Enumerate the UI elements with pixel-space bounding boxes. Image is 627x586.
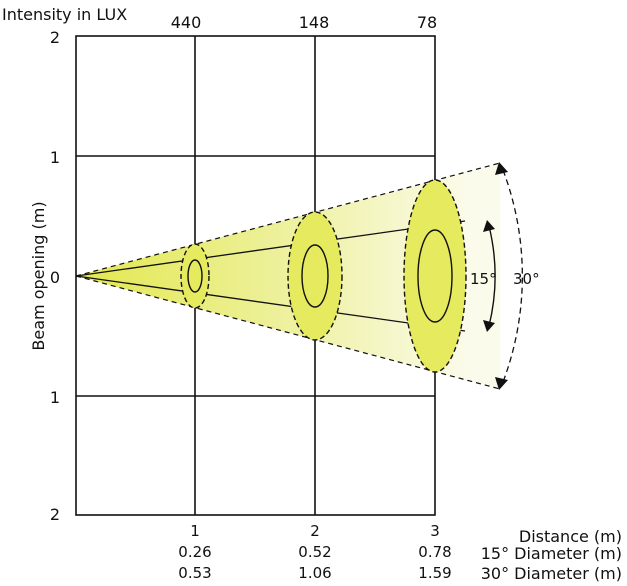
beam-30-lower-edge [75, 275, 501, 390]
y-tick-top-2: 2 [50, 28, 60, 47]
y-tick-0: 0 [50, 268, 60, 287]
y-tick-top-1: 1 [50, 148, 60, 167]
angle-30-arrow-top [495, 162, 508, 175]
distance-label: Distance (m) [519, 527, 622, 546]
angle-15-arrow-top [483, 220, 495, 232]
diameter15-2m: 0.52 [298, 543, 331, 561]
diameter30-1m: 0.53 [178, 564, 211, 582]
distance-1: 1 [190, 522, 200, 540]
beam-30-spot-3m [403, 179, 467, 373]
beam-30-spot-2m [287, 211, 343, 341]
diameter30-label: 30° Diameter (m) [481, 564, 622, 583]
angle-30-arrow-bottom [495, 377, 508, 390]
diameter15-3m: 0.78 [418, 543, 451, 561]
diameter15-label: 15° Diameter (m) [481, 544, 622, 563]
y-tick-bottom-1: 1 [50, 388, 60, 407]
beam-30-spot-1m [180, 243, 210, 309]
diameter30-2m: 1.06 [298, 564, 331, 582]
beam-15-spot-1m [187, 259, 203, 293]
beam-30-upper-edge [75, 162, 501, 277]
angle-15-arrow-bottom [483, 320, 495, 332]
diameter15-1m: 0.26 [178, 543, 211, 561]
distance-3: 3 [430, 522, 440, 540]
angle-15-label: 15° [470, 270, 497, 288]
lux-value-2m: 148 [299, 13, 330, 32]
angle-15-arc [488, 225, 496, 327]
beam-15-spot-3m [417, 229, 453, 323]
angle-30-label: 30° [513, 270, 540, 288]
y-tick-bottom-2: 2 [50, 505, 60, 524]
diameter30-3m: 1.59 [418, 564, 451, 582]
intensity-label: Intensity in LUX [2, 5, 127, 24]
beam-15-spot-2m [301, 244, 329, 308]
lux-value-1m: 440 [171, 13, 202, 32]
y-axis-title: Beam opening (m) [29, 201, 48, 350]
distance-2: 2 [310, 522, 320, 540]
beam-15-upper-edge [75, 220, 466, 277]
beam-15-lower-edge [75, 275, 466, 332]
lux-value-3m: 78 [417, 13, 437, 32]
